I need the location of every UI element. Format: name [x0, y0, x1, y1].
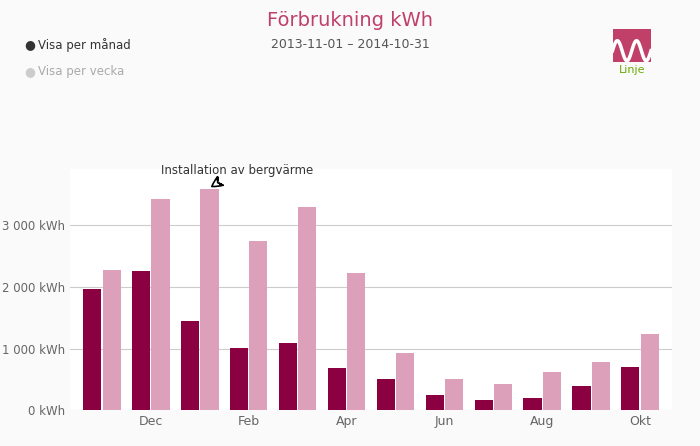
Bar: [494, 384, 512, 410]
Bar: [573, 386, 591, 410]
Bar: [230, 348, 248, 410]
Bar: [377, 379, 395, 410]
Bar: [622, 367, 640, 410]
Text: Visa per månad: Visa per månad: [38, 38, 132, 52]
Bar: [102, 269, 120, 410]
Bar: [592, 362, 610, 410]
Text: Förbrukning kWh: Förbrukning kWh: [267, 11, 433, 30]
Bar: [298, 207, 316, 410]
Bar: [200, 189, 218, 410]
Bar: [151, 198, 169, 410]
Text: ●: ●: [25, 38, 36, 51]
Bar: [328, 368, 346, 410]
Text: Installation av bergvärme: Installation av bergvärme: [160, 164, 313, 186]
Bar: [445, 379, 463, 410]
Bar: [524, 398, 542, 410]
Bar: [347, 273, 365, 410]
Bar: [641, 334, 659, 410]
Bar: [426, 395, 444, 410]
Text: Linje: Linje: [619, 65, 645, 74]
Bar: [181, 322, 199, 410]
Bar: [83, 289, 101, 410]
Bar: [249, 241, 267, 410]
Bar: [543, 372, 561, 410]
Bar: [396, 353, 414, 410]
Text: 2013-11-01 – 2014-10-31: 2013-11-01 – 2014-10-31: [271, 38, 429, 51]
Text: Visa per vecka: Visa per vecka: [38, 65, 125, 78]
Bar: [475, 401, 493, 410]
Bar: [279, 343, 297, 410]
Text: ●: ●: [25, 65, 36, 78]
Bar: [132, 271, 150, 410]
